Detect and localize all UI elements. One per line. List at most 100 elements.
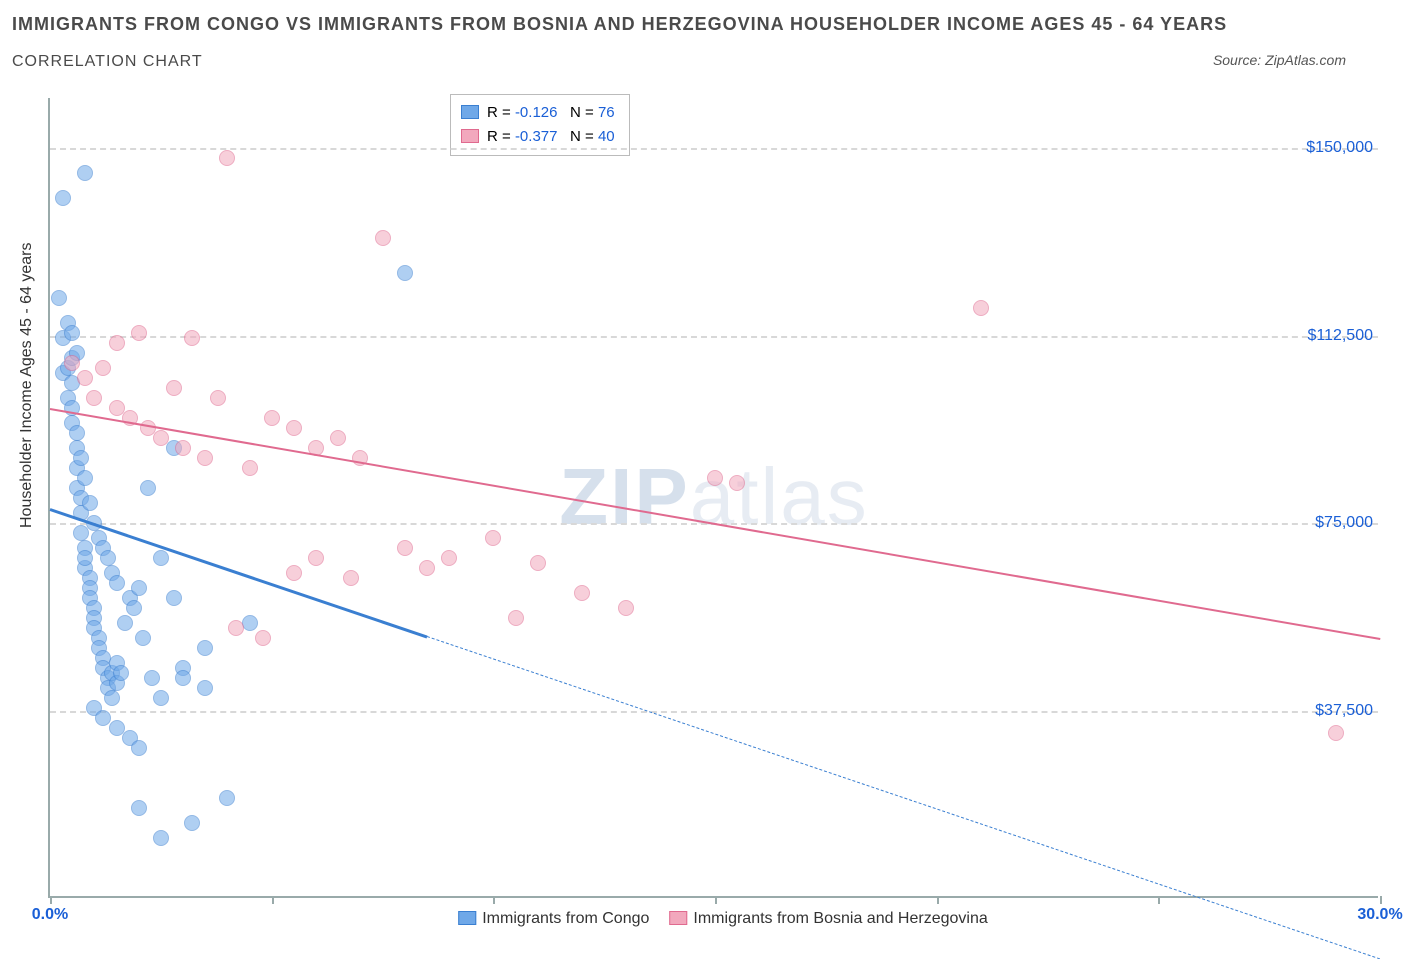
n-value: 76 xyxy=(598,104,615,121)
scatter-point xyxy=(144,670,160,686)
series-swatch xyxy=(461,129,479,143)
scatter-point xyxy=(117,615,133,631)
r-value: -0.126 xyxy=(515,104,558,121)
x-tick-mark xyxy=(937,896,939,904)
scatter-point xyxy=(419,560,435,576)
scatter-point xyxy=(77,165,93,181)
scatter-point xyxy=(197,680,213,696)
scatter-point xyxy=(69,425,85,441)
scatter-point xyxy=(184,330,200,346)
scatter-point xyxy=(530,555,546,571)
n-label: N = xyxy=(570,128,598,145)
legend-series-label: Immigrants from Bosnia and Herzegovina xyxy=(693,910,987,927)
x-tick-mark xyxy=(1380,896,1382,904)
source-label: Source: xyxy=(1213,52,1261,68)
n-label: N = xyxy=(570,104,598,121)
scatter-point xyxy=(113,665,129,681)
x-tick-mark xyxy=(493,896,495,904)
watermark-bold: ZIP xyxy=(559,452,689,541)
scatter-point xyxy=(77,550,93,566)
scatter-point xyxy=(64,355,80,371)
scatter-point xyxy=(73,525,89,541)
source-attribution: Source: ZipAtlas.com xyxy=(1213,52,1346,68)
scatter-point xyxy=(140,480,156,496)
title-line1: IMMIGRANTS FROM CONGO VS IMMIGRANTS FROM… xyxy=(12,14,1394,35)
scatter-point xyxy=(109,335,125,351)
scatter-point xyxy=(175,440,191,456)
scatter-point xyxy=(95,360,111,376)
scatter-point xyxy=(51,290,67,306)
correlation-chart: Householder Income Ages 45 - 64 years ZI… xyxy=(48,98,1378,898)
scatter-point xyxy=(242,460,258,476)
scatter-point xyxy=(973,300,989,316)
source-name: ZipAtlas.com xyxy=(1265,52,1346,68)
scatter-point xyxy=(255,630,271,646)
legend-bottom: Immigrants from Congo Immigrants from Bos… xyxy=(438,910,988,928)
scatter-point xyxy=(64,325,80,341)
scatter-point xyxy=(126,600,142,616)
r-label: R = xyxy=(487,128,515,145)
r-label: R = xyxy=(487,104,515,121)
x-tick-label: 30.0% xyxy=(1357,906,1402,924)
scatter-point xyxy=(109,575,125,591)
gridline xyxy=(50,711,1378,713)
y-tick-label: $112,500 xyxy=(1307,327,1373,345)
scatter-point xyxy=(184,815,200,831)
scatter-point xyxy=(166,590,182,606)
scatter-point xyxy=(86,390,102,406)
scatter-point xyxy=(175,670,191,686)
gridline xyxy=(50,336,1378,338)
legend-swatch xyxy=(458,911,476,925)
scatter-point xyxy=(210,390,226,406)
scatter-point xyxy=(375,230,391,246)
y-axis-label: Householder Income Ages 45 - 64 years xyxy=(18,243,36,529)
watermark: ZIPatlas xyxy=(559,451,868,543)
scatter-point xyxy=(397,265,413,281)
x-tick-mark xyxy=(715,896,717,904)
x-tick-mark xyxy=(50,896,52,904)
plot-area: ZIPatlas R = -0.126 N = 76R = -0.377 N =… xyxy=(48,98,1378,898)
scatter-point xyxy=(131,800,147,816)
scatter-point xyxy=(73,450,89,466)
scatter-point xyxy=(197,450,213,466)
scatter-point xyxy=(707,470,723,486)
scatter-point xyxy=(228,620,244,636)
scatter-point xyxy=(153,830,169,846)
scatter-point xyxy=(729,475,745,491)
scatter-point xyxy=(77,470,93,486)
x-tick-label: 0.0% xyxy=(32,906,68,924)
x-tick-mark xyxy=(272,896,274,904)
y-tick-label: $75,000 xyxy=(1315,514,1373,532)
legend-series-label: Immigrants from Congo xyxy=(482,910,649,927)
scatter-point xyxy=(508,610,524,626)
scatter-point xyxy=(131,580,147,596)
legend-swatch xyxy=(669,911,687,925)
x-tick-mark xyxy=(1158,896,1160,904)
scatter-point xyxy=(618,600,634,616)
scatter-point xyxy=(219,150,235,166)
scatter-point xyxy=(286,420,302,436)
gridline xyxy=(50,148,1378,150)
scatter-point xyxy=(153,430,169,446)
scatter-point xyxy=(131,740,147,756)
y-tick-label: $37,500 xyxy=(1315,702,1373,720)
stat-row: R = -0.377 N = 40 xyxy=(461,125,615,149)
watermark-light: atlas xyxy=(690,452,869,541)
scatter-point xyxy=(153,690,169,706)
scatter-point xyxy=(441,550,457,566)
scatter-point xyxy=(574,585,590,601)
scatter-point xyxy=(197,640,213,656)
stat-row: R = -0.126 N = 76 xyxy=(461,101,615,125)
y-tick-label: $150,000 xyxy=(1306,139,1373,157)
scatter-point xyxy=(55,190,71,206)
scatter-point xyxy=(264,410,280,426)
scatter-point xyxy=(135,630,151,646)
scatter-point xyxy=(308,550,324,566)
correlation-stats-box: R = -0.126 N = 76R = -0.377 N = 40 xyxy=(450,94,630,156)
scatter-point xyxy=(166,380,182,396)
scatter-point xyxy=(77,370,93,386)
scatter-point xyxy=(131,325,147,341)
scatter-point xyxy=(104,690,120,706)
scatter-point xyxy=(330,430,346,446)
n-value: 40 xyxy=(598,128,615,145)
